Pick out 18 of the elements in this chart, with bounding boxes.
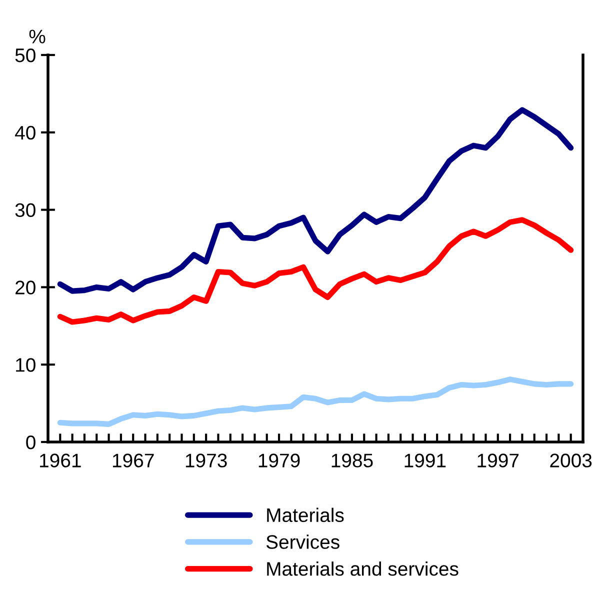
- y-tick-label: 0: [26, 435, 36, 450]
- y-axis-title: %: [29, 30, 46, 44]
- y-tick-label: 30: [15, 203, 36, 218]
- x-tick-label: 1961: [40, 454, 81, 468]
- x-tick-label: 1997: [478, 454, 519, 468]
- legend-label: Materials: [267, 508, 344, 522]
- legend-label: Services: [266, 534, 340, 549]
- x-tick-label: 1991: [404, 454, 446, 468]
- x-tick-label: 1979: [258, 454, 300, 468]
- x-tick-label: 1967: [112, 454, 154, 468]
- y-tick-label: 20: [16, 280, 36, 294]
- x-tick-label: 2003: [550, 454, 592, 468]
- x-tick-label: 1973: [186, 454, 227, 468]
- x-tick-label: 1985: [332, 454, 373, 468]
- y-tick-label: 10: [16, 358, 36, 372]
- y-tick-label: 40: [15, 126, 36, 140]
- legend-label: Materials and services: [267, 562, 458, 576]
- y-tick-label: 50: [15, 48, 36, 62]
